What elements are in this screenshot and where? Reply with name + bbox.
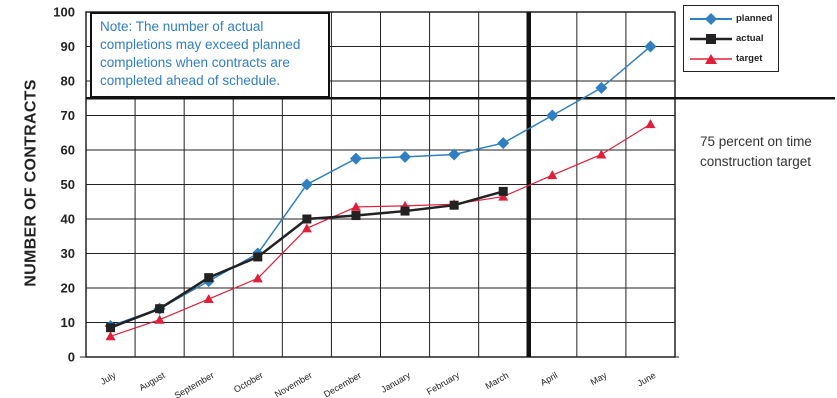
legend: planned actual target — [683, 5, 779, 72]
data-point-target — [547, 170, 558, 180]
data-point-planned — [399, 150, 412, 163]
legend-label-planned: planned — [736, 13, 773, 24]
data-point-actual — [498, 186, 508, 196]
data-point-planned — [546, 109, 559, 122]
planned-legend-swatch — [690, 13, 732, 25]
x-tick-label: December — [322, 370, 363, 398]
data-point-actual — [155, 304, 165, 314]
legend-label-actual: actual — [736, 33, 764, 44]
y-tick-label: 100 — [53, 5, 75, 20]
legend-label-target: target — [736, 53, 763, 64]
data-point-planned — [448, 148, 461, 161]
data-point-target — [645, 119, 656, 129]
data-point-target — [203, 294, 214, 304]
y-tick-label: 60 — [61, 143, 75, 158]
series-line-planned — [110, 45, 651, 327]
y-tick-label: 50 — [61, 177, 75, 192]
data-point-target — [498, 191, 509, 201]
data-point-target — [350, 201, 361, 211]
data-point-planned — [595, 81, 608, 94]
y-axis-title: NUMBER OF CONTRACTS — [23, 78, 40, 287]
series-line-actual — [110, 190, 504, 329]
y-tick-label: 30 — [61, 246, 75, 261]
note-box: Note: The number of actual completions m… — [90, 12, 330, 98]
y-tick-label: 80 — [61, 74, 75, 89]
y-tick-label: 90 — [61, 39, 75, 54]
x-tick-label: October — [232, 370, 265, 395]
x-tick-label: May — [589, 370, 609, 387]
legend-item-target: target — [684, 49, 780, 69]
note-line: completions may exceed planned — [100, 37, 301, 52]
x-tick-label: April — [539, 370, 560, 388]
data-point-planned — [300, 178, 313, 191]
actual-legend-swatch — [690, 34, 732, 44]
note-line: completions when contracts are — [100, 55, 290, 70]
data-point-target — [154, 314, 165, 324]
target-annotation: 75 percent on time construction target — [700, 132, 835, 172]
x-tick-label: November — [273, 370, 314, 398]
y-tick-label: 40 — [61, 212, 75, 227]
x-tick-label: January — [379, 370, 412, 395]
legend-item-planned: planned — [684, 9, 780, 29]
x-tick-label: September — [173, 370, 216, 398]
note-line: completed ahead of schedule. — [100, 73, 281, 88]
data-point-planned — [349, 152, 362, 165]
data-point-actual — [106, 323, 116, 333]
target-legend-swatch — [690, 54, 732, 64]
y-tick-label: 10 — [61, 315, 75, 330]
target-annotation-line: construction target — [700, 154, 812, 169]
data-point-target — [596, 149, 607, 159]
y-tick-label: 20 — [61, 281, 75, 296]
data-point-actual — [302, 214, 312, 224]
x-tick-label: February — [425, 370, 462, 397]
series-line-target — [110, 123, 651, 337]
y-axis-label: NUMBER OF CONTRACTS — [12, 5, 52, 360]
data-point-actual — [449, 200, 459, 210]
x-tick-label: March — [484, 370, 511, 391]
y-tick-label: 70 — [61, 108, 75, 123]
chart-series — [104, 40, 657, 341]
data-point-target — [252, 273, 263, 283]
y-axis-ticks: 0 10 20 30 40 50 60 70 80 90 100 — [53, 5, 75, 365]
data-point-actual — [204, 273, 214, 283]
x-axis-ticks: July August September October November Decemb… — [99, 370, 658, 398]
data-point-target — [301, 223, 312, 233]
data-point-actual — [351, 211, 361, 221]
note-line: Note: The number of actual — [100, 19, 264, 34]
x-tick-label: August — [137, 370, 167, 393]
x-tick-label: June — [636, 370, 658, 388]
y-tick-label: 0 — [68, 350, 75, 365]
data-point-actual — [253, 252, 263, 262]
data-point-actual — [400, 206, 410, 216]
data-point-target — [105, 331, 116, 341]
data-point-planned — [497, 137, 510, 150]
x-tick-label: July — [99, 370, 118, 387]
target-annotation-line: 75 percent on time — [700, 134, 812, 149]
legend-item-actual: actual — [684, 29, 780, 49]
data-point-planned — [644, 40, 657, 53]
